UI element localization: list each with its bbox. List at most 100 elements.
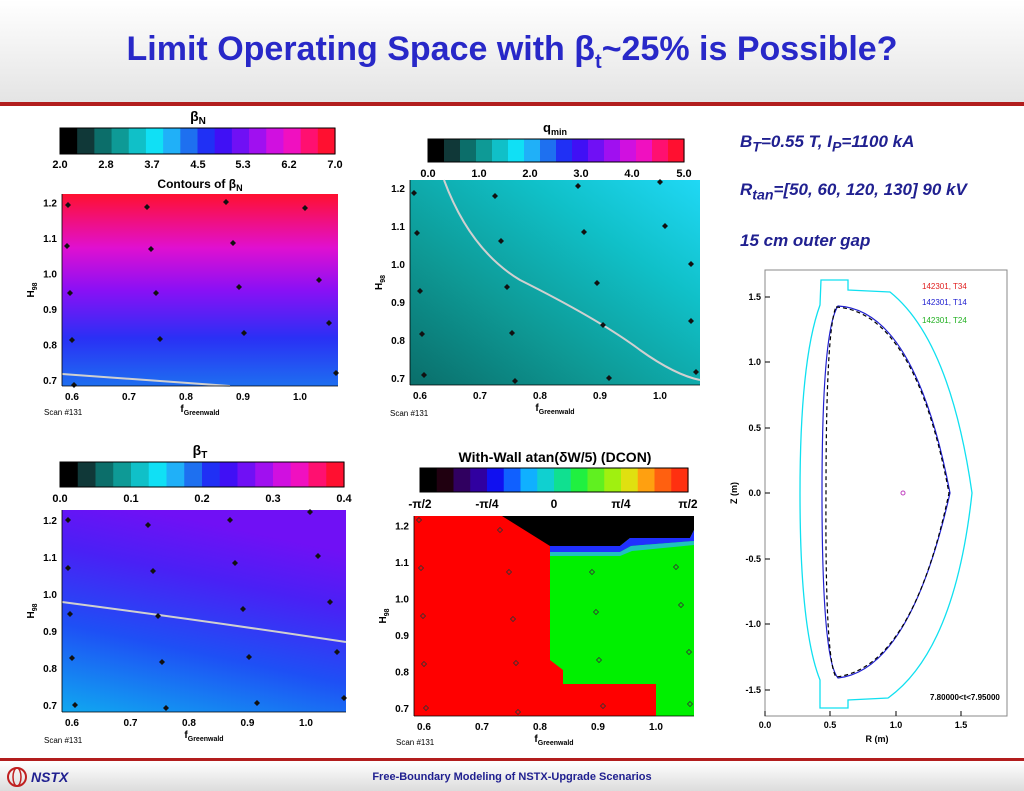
- y-tick: 0.7: [43, 701, 57, 712]
- y-tick: 1.0: [43, 270, 57, 281]
- data-point: [492, 193, 498, 199]
- y-tick: 1.0: [391, 260, 405, 271]
- y-tick: 1.2: [43, 199, 57, 210]
- y-tick: 0.8: [43, 341, 57, 352]
- param-ip-value: =1100 kA: [841, 132, 915, 151]
- colorbar-wall-swatches: [419, 467, 689, 493]
- x-tick: 1.0: [649, 722, 663, 733]
- boundary-plot: 142301, T34 142301, T14 142301, T24 7.80…: [729, 269, 1008, 744]
- boundary-axes: [764, 296, 962, 716]
- data-point: [505, 568, 513, 576]
- colorbar-tick: π/4: [611, 497, 631, 511]
- data-points: [415, 516, 694, 716]
- colorbar-tick: 0.0: [52, 493, 67, 505]
- colorbar-tick: 3.0: [573, 168, 588, 180]
- legend-item: 142301, T24: [922, 316, 967, 325]
- data-point: [227, 517, 233, 523]
- boundary-xtick: 1.5: [955, 720, 968, 730]
- y-tick: 0.9: [391, 298, 405, 309]
- data-point: [153, 290, 159, 296]
- data-point: [415, 516, 423, 524]
- data-point: [302, 205, 308, 211]
- contour-plot-betaN: 0.6 0.7 0.8 0.9 1.0 0.7 0.8 0.9 1.0 1.1 1.2 fGreenw…: [26, 194, 339, 417]
- param-gap: 15 cm outer gap: [740, 231, 871, 250]
- contour-line: [61, 373, 231, 387]
- y-tick: 1.2: [43, 516, 57, 527]
- colorbar-tick: 2.8: [98, 159, 113, 171]
- x-tick: 0.8: [533, 722, 547, 733]
- plot-area: [62, 194, 338, 386]
- data-point: [232, 560, 238, 566]
- x-tick: 0.9: [236, 392, 250, 403]
- data-points: [65, 509, 347, 711]
- boundary-yticks: 1.5 1.0 0.5 0.0 -0.5 -1.0 -1.5: [745, 292, 761, 695]
- y-tick: 0.8: [395, 668, 409, 679]
- data-point: [254, 700, 260, 706]
- y-tick: 0.8: [391, 336, 405, 347]
- boundary-xtick: 0.0: [759, 720, 772, 730]
- x-tick: 0.7: [475, 722, 489, 733]
- colorbar-tick: 0.4: [336, 493, 352, 505]
- boundary-ytick: 0.5: [748, 423, 761, 433]
- contour-plot-qmin: 0.6 0.7 0.8 0.9 1.0 0.7 0.8 0.9 1.0 1.1 1.2 fGreenw…: [374, 179, 701, 418]
- data-point: [504, 284, 510, 290]
- y-tick: 1.1: [43, 553, 57, 564]
- colorbar-tick: 0.3: [265, 493, 280, 505]
- boundary-legend: 142301, T34 142301, T14 142301, T24: [922, 282, 967, 325]
- data-point: [685, 648, 693, 656]
- boundary-xlabel: R (m): [866, 734, 889, 744]
- title-pre: Limit Operating Space with: [126, 30, 575, 68]
- y-axis-label: H98: [26, 603, 39, 618]
- boundary-ytick: 1.5: [748, 292, 761, 302]
- data-point: [148, 246, 154, 252]
- colorbar-tick: 4.0: [624, 168, 639, 180]
- footer-bar: [0, 761, 1024, 791]
- y-tick: 1.2: [395, 522, 409, 533]
- data-point: [588, 568, 596, 576]
- y-tick: 0.7: [391, 374, 405, 385]
- y-tick: 0.9: [43, 305, 57, 316]
- data-point: [686, 700, 694, 708]
- colorbar-wall-title: With-Wall atan(δW/5) (DCON): [459, 449, 652, 465]
- data-point: [688, 318, 694, 324]
- region-blue-boundary: [550, 530, 694, 552]
- contour-plot-betaT: 0.6 0.7 0.8 0.9 1.0 0.7 0.8 0.9 1.0 1.1 1.2 fGreenw…: [26, 509, 347, 745]
- param-rtan-sub: tan: [752, 187, 774, 204]
- x-tick: 0.9: [593, 391, 607, 402]
- data-point: [241, 330, 247, 336]
- y-tick: 0.9: [395, 631, 409, 642]
- data-point: [230, 240, 236, 246]
- page-title: Limit Operating Space with βt~25% is Pos…: [0, 30, 1024, 74]
- colorbar-tick: 4.5: [190, 159, 205, 171]
- y-tick: 0.7: [43, 376, 57, 387]
- param-rtan-value: =[50, 60, 120, 130] 90 kV: [773, 180, 967, 199]
- param-bt-ip: BT=0.55 T, IP=1100 kA: [740, 132, 914, 155]
- colorbar-tick: 5.0: [676, 168, 691, 180]
- data-points: [64, 199, 339, 388]
- data-point: [326, 320, 332, 326]
- y-axis-label: H98: [26, 282, 39, 297]
- data-point: [662, 223, 668, 229]
- boundary-xtick: 0.5: [824, 720, 837, 730]
- legend-item: 142301, T14: [922, 298, 967, 307]
- contour-plot-wall: 0.6 0.7 0.8 0.9 1.0 0.7 0.8 0.9 1.0 1.1 1.2 fGreenw…: [378, 516, 694, 747]
- data-point: [422, 704, 430, 712]
- data-point: [71, 382, 77, 388]
- colorbar-betaT-ticks: 0.0 0.1 0.2 0.3 0.4: [52, 493, 352, 505]
- data-point: [420, 660, 428, 668]
- param-bt-mid: =0.55 T, I: [760, 132, 832, 151]
- x-axis-label: fGreenwald: [180, 404, 219, 417]
- data-point: [514, 708, 522, 716]
- colorbar-tick: 0.1: [123, 493, 138, 505]
- boundary-ytick: 0.0: [748, 488, 761, 498]
- x-tick: 0.6: [413, 391, 427, 402]
- data-point: [599, 702, 607, 710]
- title-beta: β: [574, 30, 596, 68]
- y-axis-label: H98: [374, 275, 387, 290]
- colorbar-tick: 0: [551, 497, 558, 511]
- x-tick: 0.6: [65, 392, 79, 403]
- boundary-ylabel: Z (m): [729, 482, 739, 504]
- colorbar-betaN: βN 2.0 2.8 3.7 4.5 5.3 6.2 7.0 Contours …: [52, 108, 342, 193]
- data-point: [509, 330, 515, 336]
